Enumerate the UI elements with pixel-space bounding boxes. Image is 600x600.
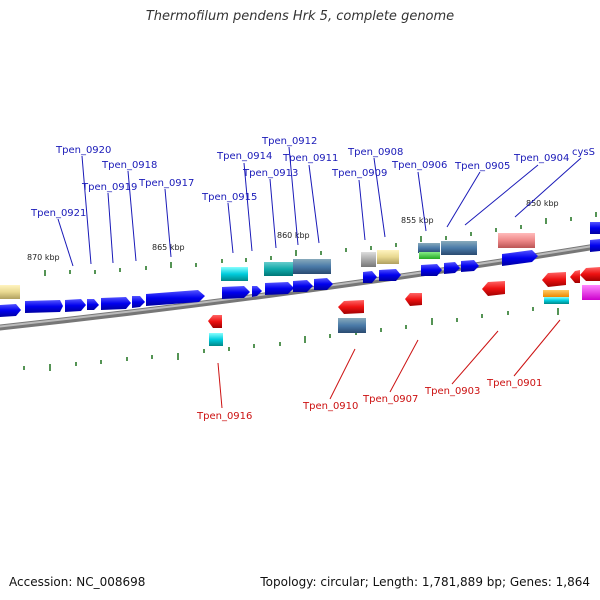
feature-steel	[418, 243, 440, 253]
feature-pink	[498, 233, 535, 248]
gene-reverse	[570, 270, 580, 283]
gene-forward	[293, 280, 313, 292]
gene-label-forward: Tpen_0915	[201, 192, 257, 203]
gene-label-reverse: Tpen_0910	[302, 401, 358, 412]
accession-text: Accession: NC_008698	[9, 575, 146, 589]
forward-strand-features	[0, 222, 600, 299]
reverse-leader-lines	[217, 319, 561, 409]
gene-label-forward: Tpen_0904	[513, 153, 569, 164]
scale-ticks-outer	[44, 212, 597, 276]
gene-reverse	[580, 267, 600, 281]
scale-label: 865 kbp	[152, 243, 185, 252]
gene-forward	[252, 286, 262, 297]
gene-label-forward: Tpen_0914	[216, 151, 272, 162]
gene-label-forward: Tpen_0911	[282, 153, 338, 164]
feature-steel	[441, 241, 477, 255]
feature-orange	[543, 290, 569, 297]
gene-label-forward: cysS	[572, 147, 595, 158]
reverse-labels: Tpen_0916 Tpen_0910 Tpen_0907 Tpen_0903 …	[196, 378, 542, 422]
gene-forward	[87, 299, 99, 310]
genome-summary-text: Topology: circular; Length: 1,781,889 bp…	[260, 575, 590, 589]
gene-forward	[265, 282, 294, 295]
gene-label-forward: Tpen_0908	[347, 147, 403, 158]
gene-label-forward: Tpen_0919	[81, 182, 137, 193]
feature-steel	[338, 318, 366, 333]
gene-forward	[222, 286, 250, 299]
scale-label: 860 kbp	[277, 231, 310, 240]
feature-teal	[264, 262, 293, 276]
gene-label-reverse: Tpen_0916	[196, 411, 252, 422]
scale-label: 870 kbp	[27, 253, 60, 262]
gene-label-reverse: Tpen_0903	[424, 386, 480, 397]
feature-magenta	[582, 285, 600, 300]
forward-strand-genes	[0, 239, 600, 317]
forward-labels: Tpen_0921 Tpen_0920 Tpen_0919 Tpen_0918 …	[30, 136, 595, 219]
feature-gray	[361, 252, 376, 267]
gene-forward	[421, 264, 442, 276]
gene-forward	[132, 296, 145, 308]
feature-khaki	[0, 285, 20, 299]
gene-label-forward: Tpen_0905	[454, 161, 510, 172]
feature-cyan	[544, 297, 569, 304]
gene-forward	[146, 290, 205, 306]
feature-cyan	[221, 267, 248, 281]
feature-cyan	[209, 333, 223, 346]
gene-forward	[65, 299, 86, 312]
gene-reverse	[405, 293, 422, 306]
gene-reverse	[542, 272, 566, 287]
gene-label-forward: Tpen_0921	[30, 208, 86, 219]
scale-ticks-inner	[23, 307, 559, 371]
gene-forward	[590, 239, 600, 252]
gene-label-forward: Tpen_0918	[101, 160, 157, 171]
gene-reverse	[482, 281, 505, 296]
feature-steel	[293, 259, 331, 274]
gene-forward	[502, 250, 538, 266]
gene-label-forward: Tpen_0906	[391, 160, 447, 171]
feature-green	[419, 252, 440, 259]
gene-forward	[25, 300, 63, 313]
scale-labels: 870 kbp 865 kbp 860 kbp 855 kbp 850 kbp	[27, 199, 559, 262]
forward-leader-lines	[57, 146, 582, 267]
gene-forward	[101, 297, 131, 310]
gene-label-reverse: Tpen_0901	[486, 378, 542, 389]
gene-label-forward: Tpen_0917	[138, 178, 194, 189]
scale-label: 850 kbp	[526, 199, 559, 208]
gene-forward	[461, 260, 479, 272]
gene-forward	[363, 271, 377, 283]
gene-forward	[314, 278, 333, 290]
gene-forward	[0, 304, 21, 317]
gene-label-forward: Tpen_0913	[242, 168, 298, 179]
gene-label-forward: Tpen_0909	[331, 168, 387, 179]
gene-reverse	[208, 315, 222, 328]
feature-khaki	[377, 250, 399, 264]
feature-blue	[590, 222, 600, 234]
gene-label-forward: Tpen_0912	[261, 136, 317, 147]
map-title: Thermofilum pendens Hrk 5, complete geno…	[145, 9, 455, 24]
scale-label: 855 kbp	[401, 216, 434, 225]
gene-forward	[379, 269, 401, 281]
gene-forward	[444, 262, 460, 274]
reverse-strand-genes	[208, 267, 600, 346]
gene-label-reverse: Tpen_0907	[362, 394, 418, 405]
gene-label-forward: Tpen_0920	[55, 145, 111, 156]
gene-reverse	[338, 300, 364, 314]
